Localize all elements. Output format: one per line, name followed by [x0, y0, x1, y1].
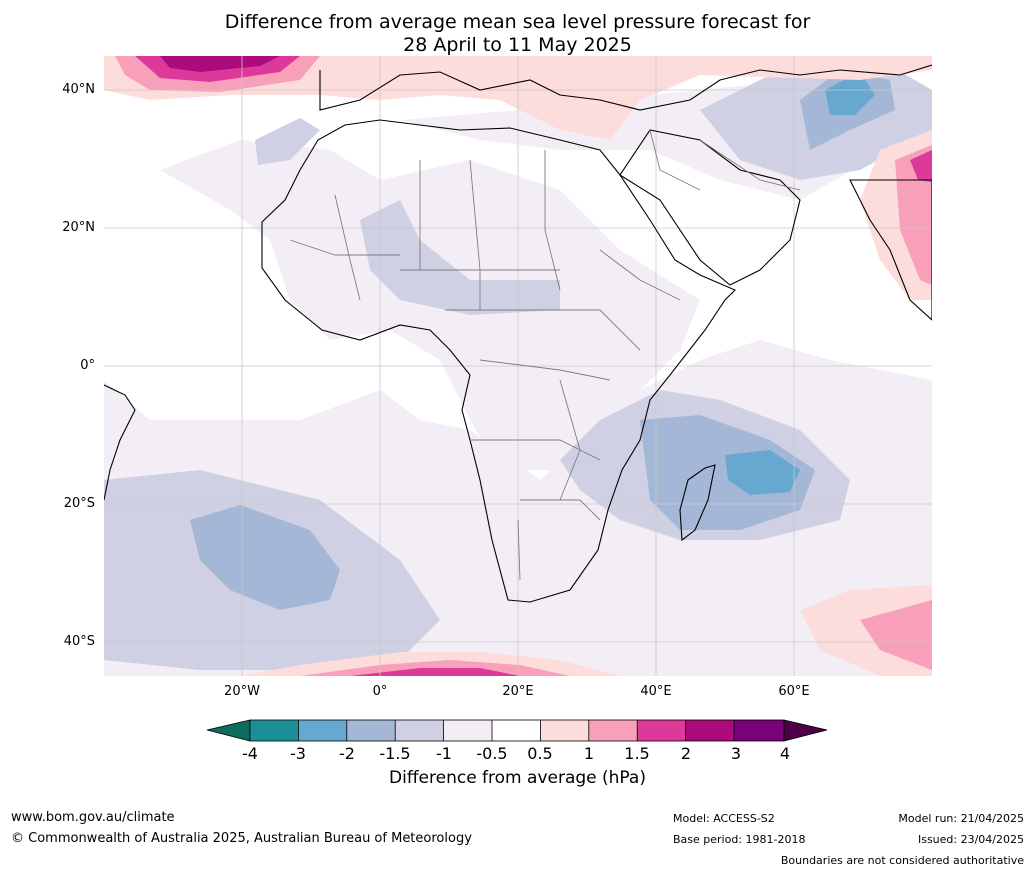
- contour-negative-1-5: [190, 505, 340, 610]
- colorbar-tick: 1.5: [624, 744, 650, 763]
- colorbar: [206, 719, 828, 742]
- model-text: Model: ACCESS-S2: [673, 812, 775, 825]
- lat-label-0: 0°: [80, 358, 95, 373]
- colorbar-tick: -0.5: [476, 744, 508, 763]
- colorbar-tick: 2: [680, 744, 692, 763]
- colorbar-tick: -1.5: [379, 744, 411, 763]
- colorbar-tick: -1: [436, 744, 452, 763]
- colorbar-tick: -2: [339, 744, 355, 763]
- colorbar-bin: [637, 720, 686, 741]
- colorbar-bin: [395, 720, 444, 741]
- lat-label-20s: 20°S: [63, 496, 95, 511]
- lon-label-20e: 20°E: [502, 684, 534, 699]
- africa-coastline: [261, 119, 736, 603]
- lat-label-20n: 20°N: [62, 220, 95, 235]
- contour-negative-1-sahara: [360, 200, 560, 315]
- contour-negative-1-atlantic: [255, 118, 320, 165]
- colorbar-extend-high: [783, 719, 828, 742]
- lon-label-20w: 20°W: [224, 684, 260, 699]
- colorbar-bin: [298, 720, 347, 741]
- lat-label-40s: 40°S: [63, 634, 95, 649]
- colorbar-bin: [734, 720, 784, 741]
- colorbar-tick: 0.5: [527, 744, 553, 763]
- colorbar-tick: 4: [779, 744, 791, 763]
- graticule: [104, 56, 932, 676]
- map-title-line2: 28 April to 11 May 2025: [403, 34, 632, 56]
- contour-positive-2-south: [350, 668, 520, 676]
- issued-text: Issued: 23/04/2025: [917, 833, 1024, 846]
- colorbar-bin: [588, 720, 638, 741]
- colorbar-bin: [540, 720, 589, 741]
- disclaimer-text: Boundaries are not considered authoritat…: [780, 854, 1024, 867]
- arabia-coastline: [619, 129, 801, 286]
- colorbar-tick: 3: [730, 744, 742, 763]
- contour-negative-2-asia: [825, 72, 875, 115]
- contour-negative-2-madagascar: [725, 450, 800, 495]
- colorbar-bin: [492, 720, 541, 741]
- map-title-line1: Difference from average mean sea level p…: [224, 11, 811, 33]
- colorbar-bin: [346, 720, 396, 741]
- colorbar-label: Difference from average (hPa): [389, 768, 646, 788]
- contour-positive-1-south-east: [860, 600, 932, 670]
- base-period-text: Base period: 1981-2018: [673, 833, 806, 846]
- colorbar-tick: -3: [290, 744, 306, 763]
- colorbar-extend-low: [206, 719, 251, 742]
- madagascar-coastline: [679, 464, 716, 542]
- south-america-coastline: [104, 384, 136, 501]
- lon-label-0: 0°: [372, 684, 388, 699]
- colorbar-tick: 1: [583, 744, 595, 763]
- colorbar-bin: [685, 720, 734, 741]
- website-link[interactable]: www.bom.gov.au/climate: [11, 810, 175, 825]
- country-borders: [289, 129, 801, 581]
- europe-coastline: [319, 64, 932, 111]
- lat-label-40n: 40°N: [62, 82, 95, 97]
- anomaly-field: [104, 56, 932, 676]
- contour-positive-2-india: [910, 150, 932, 182]
- colorbar-bin: [250, 720, 299, 741]
- coastlines: [104, 64, 932, 603]
- copyright-text: © Commonwealth of Australia 2025, Austra…: [11, 831, 472, 846]
- colorbar-tick: -4: [242, 744, 258, 763]
- india-coastline: [849, 179, 932, 321]
- colorbar-bin: [443, 720, 492, 741]
- lon-label-60e: 60°E: [778, 684, 810, 699]
- lon-label-40e: 40°E: [640, 684, 672, 699]
- contour-positive-3-north: [160, 56, 280, 72]
- model-run-text: Model run: 21/04/2025: [898, 812, 1024, 825]
